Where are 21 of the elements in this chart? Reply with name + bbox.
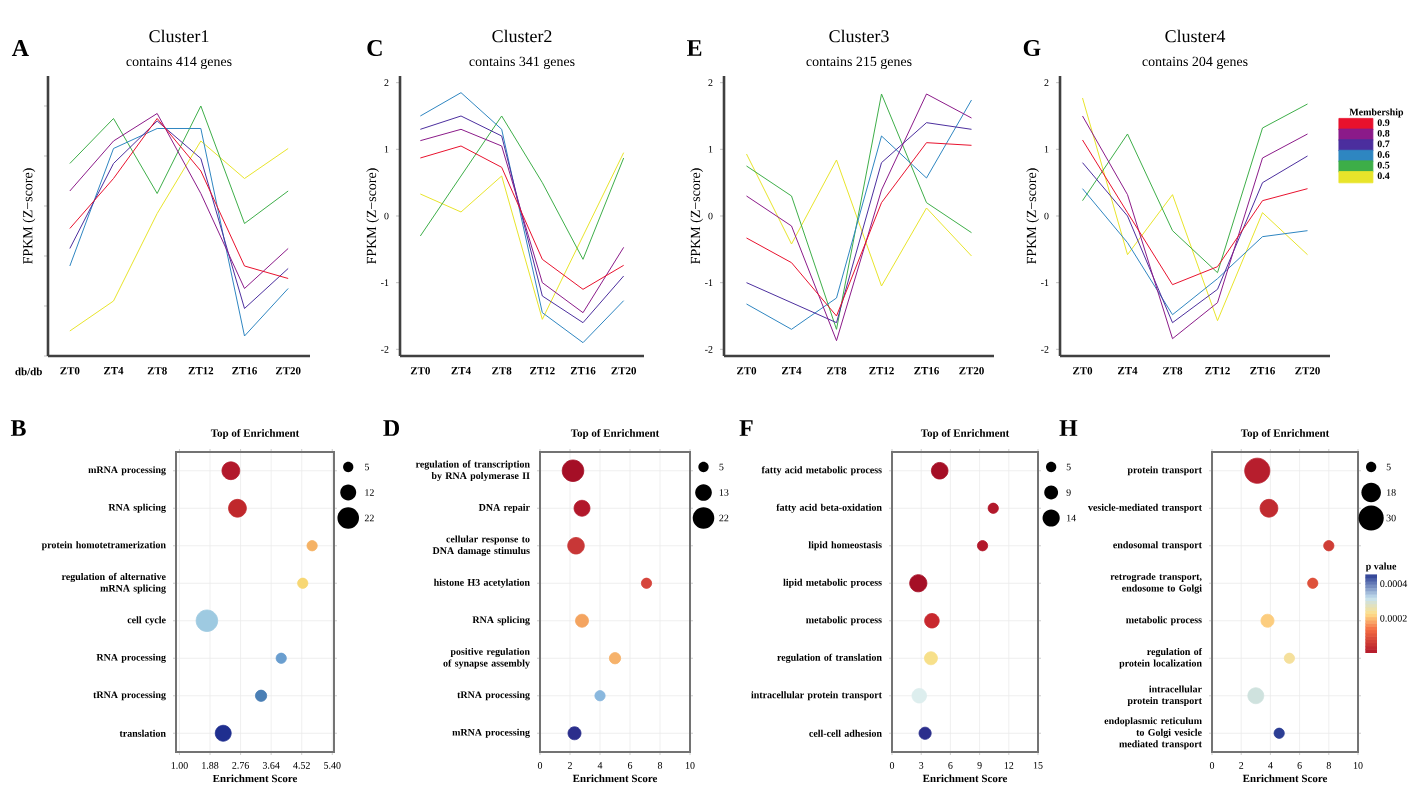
- text: A: [11, 40, 29, 56]
- chart-title: Cluster1: [149, 29, 209, 43]
- line-series: [1082, 155, 1308, 324]
- text: D: [383, 420, 399, 436]
- chart-title: Cluster3: [829, 29, 889, 43]
- chart-title: Cluster4: [1165, 29, 1226, 43]
- text: H: [1059, 420, 1078, 436]
- line-series: [1082, 188, 1308, 316]
- text: B: [10, 420, 26, 436]
- text: G: [1023, 39, 1041, 57]
- line-series: [746, 153, 972, 287]
- text: C: [367, 39, 382, 57]
- chart-title: Cluster2: [492, 29, 552, 43]
- text: F: [739, 420, 753, 436]
- line-series: [1082, 103, 1308, 274]
- text: E: [687, 40, 702, 56]
- line-series: [419, 152, 625, 320]
- line-series: [419, 145, 625, 290]
- line-series: [419, 92, 625, 344]
- line-series: [419, 115, 625, 260]
- line-series: [1082, 139, 1308, 286]
